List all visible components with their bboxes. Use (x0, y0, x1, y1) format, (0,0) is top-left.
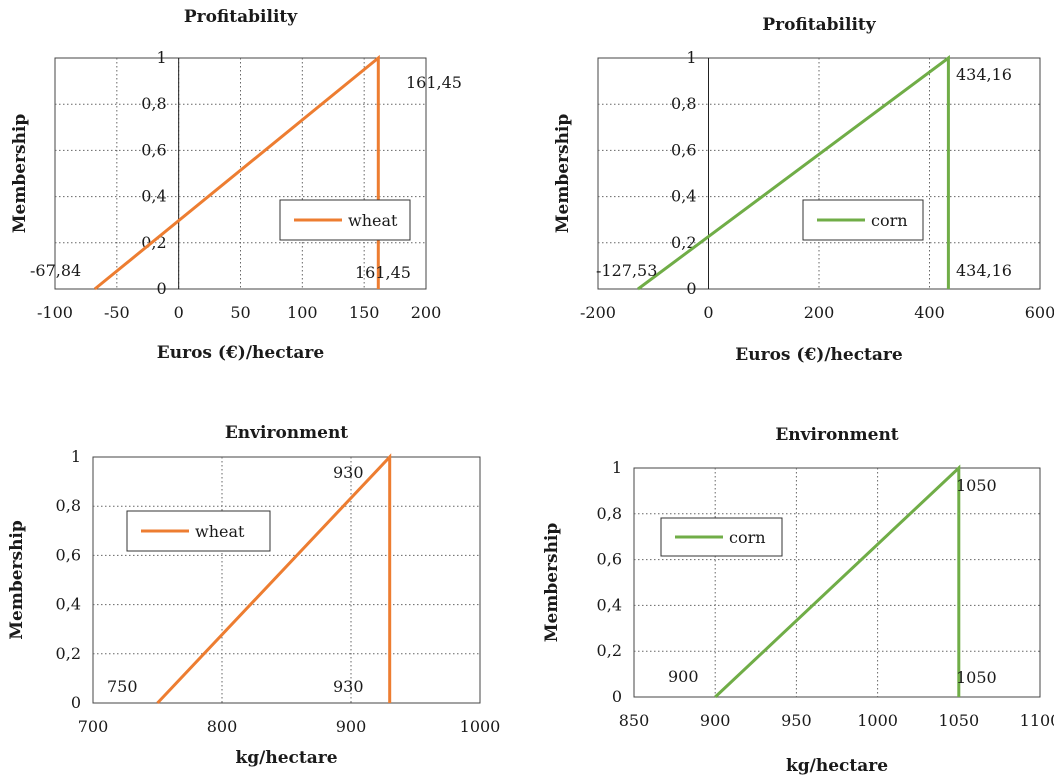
x-tick-label: 1000 (857, 711, 898, 730)
x-tick-label: 50 (230, 303, 250, 322)
chart-panel-1: Profitability Euros (€)/hectare Membership… (10, 7, 462, 363)
x-axis-label: Euros (€)/hectare (157, 343, 325, 363)
x-tick-label: 200 (804, 303, 835, 322)
data-label: -127,53 (596, 261, 657, 280)
y-axis-label: Membership (553, 114, 573, 234)
y-tick-label: 1 (71, 447, 81, 466)
plot-area (92, 456, 481, 704)
x-tick-label: -100 (37, 303, 73, 322)
x-tick-label: 1000 (460, 717, 501, 736)
y-tick-label: 0,4 (56, 595, 81, 614)
x-tick-label: 700 (78, 717, 109, 736)
x-tick-label: 1050 (938, 711, 979, 730)
y-tick-label: 0 (156, 279, 166, 298)
legend: wheat (126, 510, 271, 552)
x-tick-label: -50 (104, 303, 130, 322)
y-tick-label: 1 (686, 48, 696, 67)
y-tick-label: 0,4 (597, 595, 622, 614)
data-label: 161,45 (406, 73, 462, 92)
x-tick-label: 0 (174, 303, 184, 322)
y-tick-label: 0 (612, 687, 622, 706)
chart-panel-4: Environment kg/hectare Membership 850 900 950… (542, 425, 1054, 776)
y-tick-label: 0 (686, 279, 696, 298)
chart-title: Profitability (762, 15, 876, 35)
y-axis-label: Membership (7, 520, 27, 640)
data-label: 1050 (956, 668, 997, 687)
x-tick-label: 100 (287, 303, 318, 322)
chart-panel-3: Environment kg/hectare Membership 700 800 900… (7, 423, 500, 768)
series-line-corn (714, 464, 961, 699)
data-label: 434,16 (956, 65, 1012, 84)
y-tick-label: 0,8 (671, 94, 696, 113)
x-tick-label: 900 (336, 717, 367, 736)
y-tick-label: 0,8 (597, 504, 622, 523)
data-label: 161,45 (355, 263, 411, 282)
y-tick-label: 0,6 (56, 545, 81, 564)
data-label: 930 (333, 463, 364, 482)
y-tick-label: 1 (612, 458, 622, 477)
y-axis-label: Membership (542, 523, 562, 643)
y-tick-label: 0,8 (56, 496, 81, 515)
data-label: 434,16 (956, 261, 1012, 280)
y-tick-label: 0,4 (671, 187, 696, 206)
series-line-wheat (93, 54, 380, 291)
legend-label: wheat (348, 211, 398, 230)
series-line-corn (637, 55, 950, 291)
x-tick-label: 200 (411, 303, 442, 322)
x-axis-label: Euros (€)/hectare (735, 345, 903, 365)
legend-label: corn (871, 211, 908, 230)
x-tick-label: 950 (781, 711, 812, 730)
legend-label: corn (729, 528, 766, 547)
legend-label: wheat (195, 522, 245, 541)
x-tick-label: 850 (619, 711, 650, 730)
x-tick-label: 800 (207, 717, 238, 736)
y-tick-label: 0,6 (141, 140, 166, 159)
x-axis-label: kg/hectare (235, 748, 337, 768)
legend: wheat (279, 199, 411, 241)
legend: corn (802, 199, 924, 241)
y-tick-label: 0,2 (597, 641, 622, 660)
y-tick-label: 0,6 (671, 140, 696, 159)
data-label: -67,84 (30, 261, 81, 280)
y-tick-label: 0,2 (56, 644, 81, 663)
chart-panel-2: Profitability Euros (€)/hectare Membership… (553, 15, 1054, 365)
chart-title: Environment (775, 425, 898, 445)
x-tick-label: 600 (1025, 303, 1054, 322)
data-label: 900 (668, 667, 699, 686)
y-tick-label: 0 (71, 693, 81, 712)
x-tick-label: 900 (700, 711, 731, 730)
y-tick-label: 0,2 (671, 233, 696, 252)
y-tick-label: 0,8 (141, 94, 166, 113)
data-label: 1050 (956, 476, 997, 495)
y-tick-label: 1 (156, 48, 166, 67)
x-tick-label: 150 (349, 303, 380, 322)
data-label: 750 (107, 677, 138, 696)
data-label: 930 (333, 677, 364, 696)
legend: corn (660, 517, 783, 557)
x-tick-label: -200 (580, 303, 616, 322)
x-axis-label: kg/hectare (786, 756, 888, 776)
y-tick-label: 0,6 (597, 550, 622, 569)
x-tick-label: 400 (914, 303, 945, 322)
series-line-wheat (156, 453, 392, 705)
y-axis-label: Membership (10, 114, 30, 234)
plot-area (633, 467, 1041, 698)
chart-title: Profitability (184, 7, 298, 27)
x-tick-label: 0 (703, 303, 713, 322)
chart-title: Environment (225, 423, 348, 443)
y-tick-label: 0,4 (141, 187, 166, 206)
